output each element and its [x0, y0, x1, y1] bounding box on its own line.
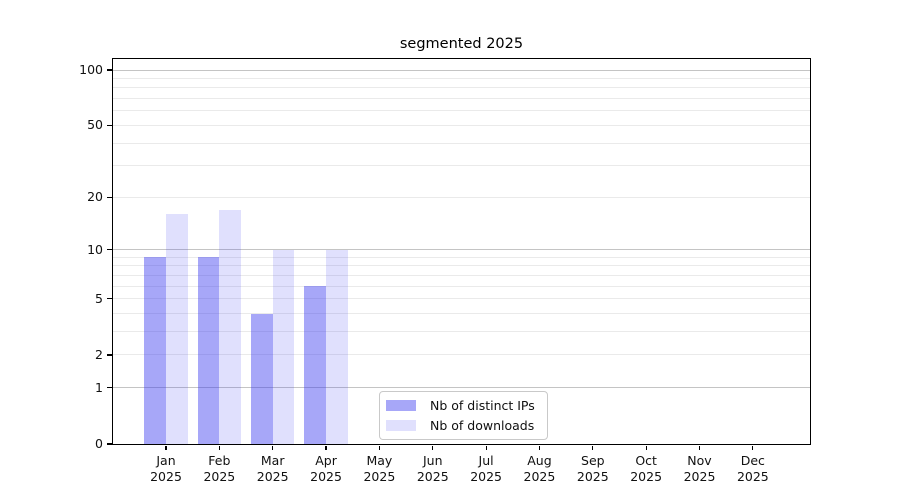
x-tick-jul [485, 445, 487, 450]
x-tick-nov [698, 445, 701, 450]
gridline-minor-80 [113, 87, 810, 89]
y-tick-label-10: 10 [87, 241, 103, 257]
gridline-major-100 [113, 69, 810, 71]
bar-nb-of-distinct-ips-apr [304, 286, 327, 444]
x-tick-label-sep: Sep 2025 [576, 453, 609, 484]
x-tick-label-mar: Mar 2025 [256, 453, 289, 484]
gridline-minor-50 [113, 124, 810, 126]
y-tick-label-5: 5 [95, 290, 103, 306]
legend-label-distinct-ips: Nb of distinct IPs [430, 398, 535, 413]
gridline-minor-90 [113, 77, 810, 79]
legend-item-distinct-ips: Nb of distinct IPs [386, 398, 535, 413]
x-tick-label-jun: Jun 2025 [416, 453, 449, 484]
bar-nb-of-distinct-ips-jan [144, 257, 166, 444]
legend-swatch-downloads [386, 420, 416, 431]
gridline-major-10 [113, 249, 810, 251]
y-tick-label-2: 2 [95, 346, 103, 362]
gridline-minor-6 [113, 285, 810, 287]
gridline-minor-7 [113, 274, 810, 276]
y-tick-2 [107, 354, 112, 356]
bar-nb-of-distinct-ips-mar [251, 313, 273, 444]
x-tick-label-apr: Apr 2025 [310, 453, 342, 484]
gridline-major-1 [113, 387, 810, 389]
x-tick-jun [432, 445, 434, 450]
bar-nb-of-downloads-apr [326, 249, 348, 444]
bar-nb-of-downloads-jan [166, 214, 188, 444]
chart-title: segmented 2025 [399, 36, 524, 52]
x-tick-apr [325, 445, 327, 450]
y-tick-label-1: 1 [95, 379, 103, 395]
x-tick-mar [272, 445, 274, 450]
y-tick-100 [107, 69, 112, 71]
y-tick-1 [107, 387, 112, 389]
y-tick-20 [107, 196, 112, 198]
x-tick-may [378, 445, 380, 450]
x-tick-label-nov: Nov 2025 [683, 453, 716, 484]
x-tick-feb [218, 445, 220, 450]
x-tick-aug [538, 445, 541, 450]
bar-nb-of-downloads-mar [272, 249, 295, 444]
x-tick-label-oct: Oct 2025 [630, 453, 663, 484]
y-tick-0 [107, 443, 112, 445]
x-tick-jan [165, 445, 167, 450]
x-tick-label-dec: Dec 2025 [736, 453, 769, 484]
y-tick-label-0: 0 [95, 436, 103, 451]
x-tick-oct [645, 445, 647, 450]
x-tick-sep [592, 445, 594, 450]
gridline-minor-4 [113, 313, 810, 315]
x-tick-label-feb: Feb 2025 [203, 453, 236, 484]
legend: Nb of distinct IPs Nb of downloads [379, 391, 548, 440]
legend-swatch-distinct-ips [386, 400, 416, 411]
x-tick-label-jan: Jan 2025 [150, 453, 182, 484]
gridline-minor-8 [113, 265, 810, 267]
bar-nb-of-distinct-ips-feb [197, 257, 220, 444]
y-tick-50 [107, 124, 112, 126]
x-tick-label-aug: Aug 2025 [523, 453, 556, 484]
plot-area [112, 58, 811, 445]
y-tick-label-50: 50 [87, 117, 103, 133]
gridline-minor-40 [113, 142, 810, 144]
gridline-minor-20 [113, 196, 810, 198]
x-tick-label-may: May 2025 [363, 453, 396, 484]
y-tick-5 [107, 298, 112, 300]
y-tick-label-20: 20 [87, 189, 103, 205]
gridline-minor-2 [113, 354, 810, 356]
x-tick-label-jul: Jul 2025 [470, 453, 502, 484]
bar-nb-of-downloads-feb [219, 209, 242, 444]
legend-label-downloads: Nb of downloads [430, 418, 535, 433]
gridline-minor-5 [113, 298, 810, 300]
x-tick-dec [752, 445, 754, 450]
gridline-minor-9 [113, 256, 810, 258]
legend-item-downloads: Nb of downloads [386, 418, 535, 433]
gridline-minor-70 [113, 98, 810, 100]
y-tick-10 [107, 249, 112, 251]
gridline-minor-3 [113, 331, 810, 333]
gridline-minor-30 [113, 165, 810, 167]
gridline-minor-60 [113, 110, 810, 112]
y-tick-label-100: 100 [79, 62, 103, 77]
